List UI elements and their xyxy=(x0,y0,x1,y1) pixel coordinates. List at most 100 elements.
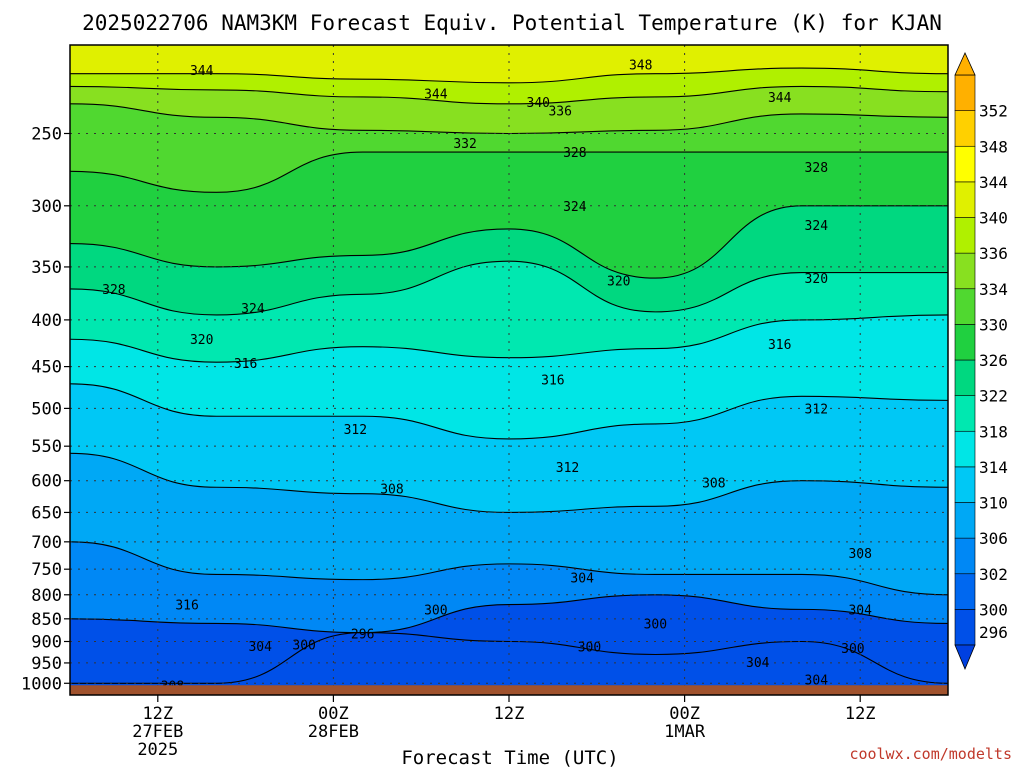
colorbar-bottom-arrow xyxy=(954,644,976,671)
contour-label: 328 xyxy=(805,161,828,176)
contour-label: 348 xyxy=(629,58,652,73)
y-tick-label: 650 xyxy=(31,503,62,523)
colorbar-label: 352 xyxy=(979,102,1008,121)
y-tick-label: 950 xyxy=(31,654,62,674)
contour-label: 304 xyxy=(848,603,872,618)
colorbar: 296 300 302 306 310 314 318 322 326 330 334 336 340 3… xyxy=(954,52,1008,671)
contour-340 xyxy=(70,67,948,84)
color-bands xyxy=(70,45,948,695)
contour-label: 312 xyxy=(556,461,579,476)
contour-label: 296 xyxy=(351,627,374,642)
colorbar-label: 344 xyxy=(979,173,1008,192)
colorbar-swatch xyxy=(954,288,976,325)
x-tick-label: 1MAR xyxy=(664,722,706,742)
colorbar-swatch xyxy=(954,110,976,147)
contour-label: 312 xyxy=(344,423,367,438)
colorbar-label: 310 xyxy=(979,494,1008,513)
colorbar-label: 314 xyxy=(979,458,1008,477)
colorbar-label: 348 xyxy=(979,137,1008,156)
contour-label: 344 xyxy=(768,91,792,106)
colorbar-label: 318 xyxy=(979,422,1008,441)
contour-label: 324 xyxy=(241,302,265,317)
contour-label: 300 xyxy=(578,641,601,656)
colorbar-label: 326 xyxy=(979,351,1008,370)
colorbar-label: 336 xyxy=(979,244,1008,263)
contour-label: 316 xyxy=(175,599,198,614)
contour-label: 328 xyxy=(102,283,125,298)
y-tick-label: 550 xyxy=(31,437,62,457)
colorbar-label: 296 xyxy=(979,623,1008,642)
x-tick-label: 12Z xyxy=(845,704,876,724)
contour-label: 316 xyxy=(234,357,257,372)
colorbar-label: 300 xyxy=(979,600,1008,619)
contour-label: 312 xyxy=(805,402,828,417)
contour-label: 320 xyxy=(805,272,828,287)
colorbar-label: 330 xyxy=(979,315,1008,334)
contour-308 xyxy=(70,452,948,513)
contour-label: 344 xyxy=(190,64,214,79)
y-tick-label: 450 xyxy=(31,358,62,378)
contour-label: 316 xyxy=(541,374,564,389)
ground-surface xyxy=(70,685,948,695)
contour-label: 308 xyxy=(702,477,725,492)
x-tick-label: 12Z xyxy=(142,704,173,724)
contour-label: 320 xyxy=(190,333,213,348)
contour-label: 304 xyxy=(746,656,770,671)
colorbar-swatch xyxy=(954,395,976,432)
chart-title: 2025022706 NAM3KM Forecast Equiv. Potent… xyxy=(82,11,942,35)
contour-label: 300 xyxy=(292,639,315,654)
colorbar-swatch xyxy=(954,466,976,503)
contour-label: 304 xyxy=(805,673,829,688)
contour-label: 316 xyxy=(768,338,791,353)
y-tick-label: 250 xyxy=(31,124,62,144)
colorbar-label: 322 xyxy=(979,387,1008,406)
x-tick-label: 2025 xyxy=(137,740,178,760)
colorbar-swatch xyxy=(954,609,976,646)
colorbar-swatch xyxy=(954,217,976,254)
contour-label: 304 xyxy=(570,572,594,587)
x-tick-label: 00Z xyxy=(318,704,349,724)
contour-300 xyxy=(70,594,948,634)
colorbar-label: 340 xyxy=(979,209,1008,228)
colorbar-swatch xyxy=(954,359,976,396)
contour-label: 300 xyxy=(644,617,667,632)
contour-label: 324 xyxy=(805,219,829,234)
contour-label: 344 xyxy=(424,87,448,102)
y-tick-label: 1000 xyxy=(21,674,62,694)
contour-336 xyxy=(70,85,948,105)
contour-label: 328 xyxy=(563,146,586,161)
y-tick-label: 350 xyxy=(31,258,62,278)
y-tick-label: 900 xyxy=(31,632,62,652)
contour-324 xyxy=(70,205,948,279)
colorbar-swatch xyxy=(954,537,976,575)
x-tick-label: 12Z xyxy=(494,704,525,724)
contour-label: 332 xyxy=(453,137,476,152)
credit-text: coolwx.com/modelts xyxy=(849,745,1012,763)
colorbar-swatch xyxy=(954,502,976,539)
x-axis-label: Forecast Time (UTC) xyxy=(401,747,618,768)
y-tick-label: 500 xyxy=(31,399,62,419)
contour-label: 324 xyxy=(563,200,587,215)
y-tick-label: 850 xyxy=(31,610,62,630)
colorbar-swatch xyxy=(954,573,976,610)
contour-328 xyxy=(70,151,948,193)
y-tick-label: 300 xyxy=(31,197,62,217)
y-tick-label: 750 xyxy=(31,560,62,580)
contour-label: 304 xyxy=(248,640,272,655)
colorbar-swatch xyxy=(954,74,976,111)
y-axis-ticks: 2503003504004505005506006507007508008509… xyxy=(21,124,70,694)
contour-label: 308 xyxy=(848,547,871,562)
contour-label: 300 xyxy=(841,642,864,657)
x-tick-label: 27FEB xyxy=(132,722,183,742)
colorbar-label: 306 xyxy=(979,529,1008,548)
colorbar-top-arrow xyxy=(954,52,976,76)
colorbar-swatch xyxy=(954,252,976,290)
colorbar-label: 334 xyxy=(979,280,1008,299)
contour-label: 340 xyxy=(527,96,550,111)
contour-304 xyxy=(70,541,948,596)
x-tick-label: 28FEB xyxy=(308,722,359,742)
y-tick-label: 400 xyxy=(31,311,62,331)
